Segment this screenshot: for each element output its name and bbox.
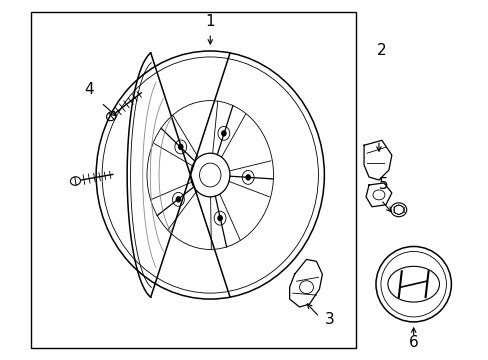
Text: 1: 1 [205, 14, 215, 29]
Ellipse shape [176, 197, 180, 202]
Ellipse shape [245, 175, 250, 180]
Ellipse shape [178, 144, 183, 149]
Ellipse shape [218, 216, 222, 221]
Text: 6: 6 [408, 335, 418, 350]
Text: 2: 2 [376, 43, 386, 58]
Text: 3: 3 [324, 312, 333, 327]
Text: 5: 5 [378, 177, 388, 192]
Ellipse shape [221, 131, 225, 136]
Bar [31, 12, 355, 348]
Text: 4: 4 [84, 82, 94, 96]
